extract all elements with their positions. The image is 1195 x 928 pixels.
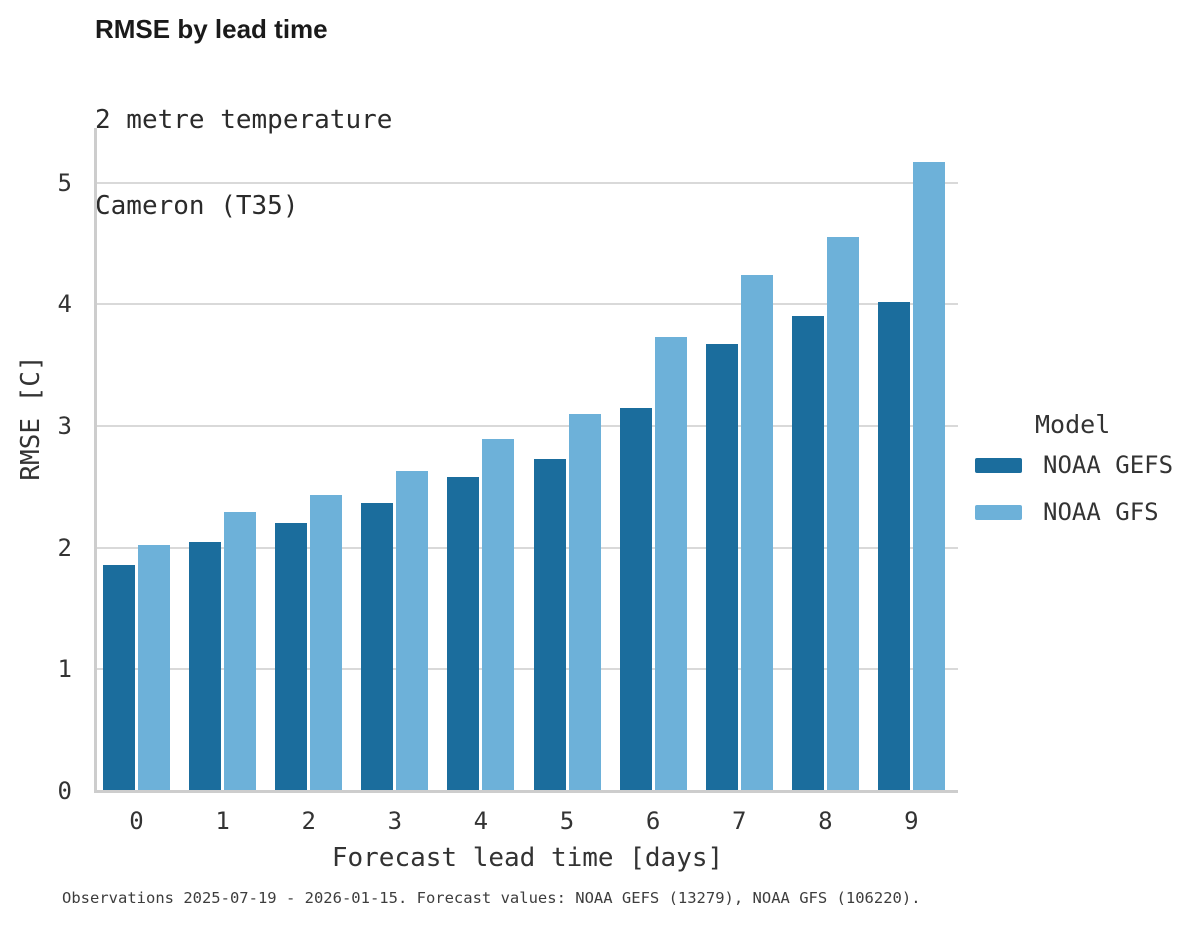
subtitle-station: Cameron (T35) xyxy=(95,190,299,221)
legend-swatch-noaa-gfs-icon xyxy=(975,504,1022,520)
legend-item-noaa-gfs: NOAA GFS xyxy=(975,498,1185,526)
y-tick-label-3: 3 xyxy=(57,411,72,440)
y-tick-label-5: 5 xyxy=(57,168,72,197)
bar-noaa-gfs-lead-6 xyxy=(654,337,687,793)
bar-noaa-gefs-lead-6 xyxy=(619,407,652,793)
x-tick-label-7: 7 xyxy=(731,807,747,835)
bar-noaa-gfs-lead-4 xyxy=(482,439,515,793)
y-tick-label-4: 4 xyxy=(57,290,72,319)
bar-noaa-gfs-lead-0 xyxy=(138,545,170,793)
y-tick-label-2: 2 xyxy=(57,533,72,562)
x-tick-label-1: 1 xyxy=(215,807,230,835)
gridline-y-1 xyxy=(97,668,958,671)
bar-noaa-gefs-lead-7 xyxy=(705,344,738,793)
gridline-y-3 xyxy=(97,424,958,427)
legend-title: Model xyxy=(1035,410,1111,439)
chart-title: RMSE by lead time xyxy=(95,14,328,44)
legend: Model NOAA GEFS NOAA GFS xyxy=(975,410,1185,545)
x-tick-label-0: 0 xyxy=(129,807,144,835)
bar-noaa-gefs-lead-5 xyxy=(533,458,566,793)
x-axis-line xyxy=(94,790,958,793)
bar-noaa-gfs-lead-3 xyxy=(396,470,429,793)
bar-noaa-gefs-lead-0 xyxy=(103,564,135,793)
x-tick-label-6: 6 xyxy=(645,807,661,835)
x-tick-label-5: 5 xyxy=(559,807,575,835)
bar-noaa-gfs-lead-8 xyxy=(826,237,859,793)
y-tick-label-0: 0 xyxy=(57,777,72,805)
chart-subtitle: 2 metre temperature Cameron (T35) xyxy=(95,49,392,277)
bar-noaa-gefs-lead-1 xyxy=(189,541,222,793)
bar-noaa-gfs-lead-1 xyxy=(224,512,257,793)
subtitle-variable: 2 metre temperature xyxy=(95,105,393,135)
y-tick-label-1: 1 xyxy=(57,655,72,684)
y-axis-line xyxy=(94,128,97,793)
gridline-y-4 xyxy=(97,303,958,306)
y-axis-title: RMSE [C] xyxy=(16,355,46,481)
legend-item-noaa-gefs: NOAA GEFS xyxy=(975,451,1185,479)
x-tick-label-4: 4 xyxy=(473,807,489,835)
figure-caption: Observations 2025-07-19 - 2026-01-15. Fo… xyxy=(62,889,921,907)
legend-swatch-noaa-gefs-icon xyxy=(975,457,1022,473)
bar-noaa-gfs-lead-9 xyxy=(912,161,945,793)
bar-noaa-gfs-lead-5 xyxy=(568,413,601,793)
gridline-y-2 xyxy=(97,546,958,549)
x-axis-title: Forecast lead time [days] xyxy=(331,843,724,873)
x-tick-label-9: 9 xyxy=(904,807,919,835)
bar-noaa-gefs-lead-4 xyxy=(447,477,480,793)
bar-noaa-gefs-lead-9 xyxy=(877,301,910,793)
bar-noaa-gfs-lead-2 xyxy=(310,495,343,793)
gridline-y-5 xyxy=(97,181,958,184)
bar-noaa-gefs-lead-2 xyxy=(275,523,308,793)
legend-label: NOAA GEFS xyxy=(1043,451,1174,479)
x-tick-label-8: 8 xyxy=(818,807,833,835)
bar-noaa-gfs-lead-7 xyxy=(740,274,773,793)
legend-label: NOAA GFS xyxy=(1043,498,1159,526)
bar-noaa-gefs-lead-3 xyxy=(361,502,394,793)
x-tick-label-2: 2 xyxy=(301,807,316,835)
bar-noaa-gefs-lead-8 xyxy=(791,316,824,793)
x-tick-label-3: 3 xyxy=(387,807,403,835)
